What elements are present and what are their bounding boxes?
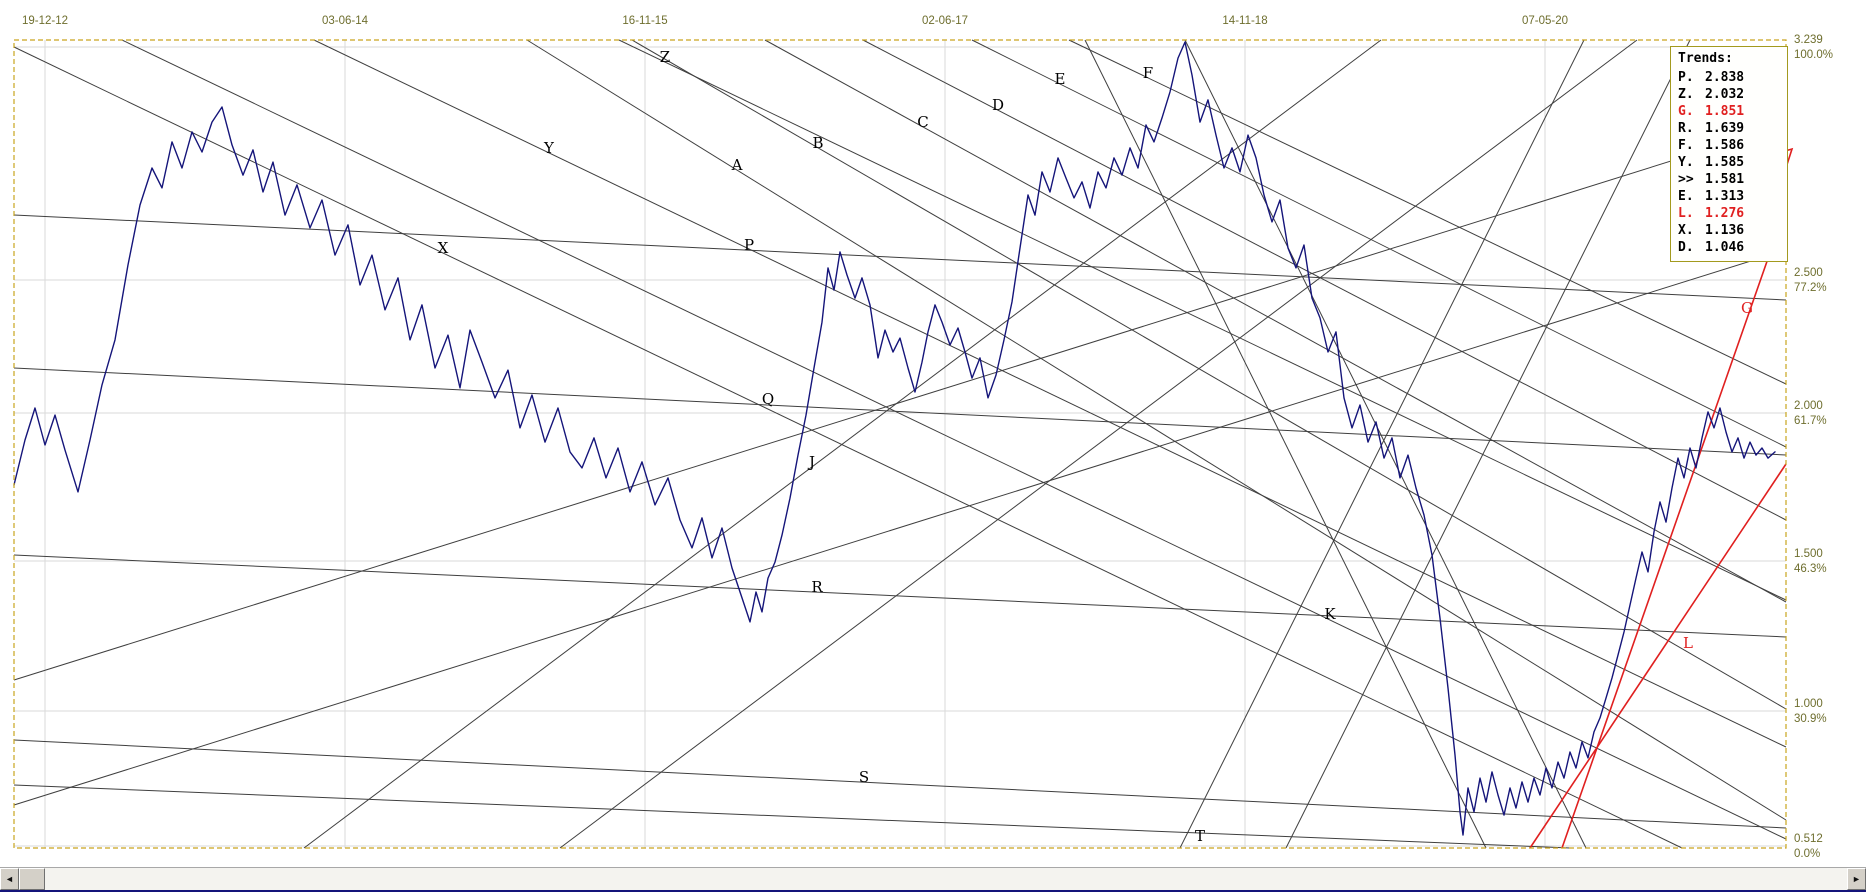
x-axis-label-2: 16-11-15 [622, 15, 667, 27]
trend-line-asc-4[interactable] [1285, 39, 1691, 849]
trend-line-C[interactable] [764, 39, 1787, 603]
price-series-line [13, 41, 1776, 836]
trend-label-Z: Z [660, 48, 670, 66]
legend-items: P. 2.838 Z. 2.032 G. 1.851 R. 1.639 F. 1.586 Y. 1.5… [1678, 69, 1787, 256]
legend-item-L: L. 1.276 [1678, 206, 1745, 221]
trend-label-K: K [1324, 605, 1336, 623]
legend-item-R: R. 1.639 [1678, 121, 1745, 136]
trend-line-K[interactable] [121, 39, 1787, 840]
y-axis-pct-0: 100.0% [1794, 49, 1833, 61]
legend-item-E: E. 1.313 [1678, 189, 1745, 204]
x-axis-label-0: 19-12-12 [22, 15, 68, 27]
trend-line-asc-2[interactable] [13, 249, 1787, 806]
trend-line-G[interactable] [1561, 206, 1787, 849]
trend-label-D: D [992, 96, 1004, 114]
trend-line-T[interactable] [13, 784, 1571, 849]
trend-label-S: S [859, 768, 869, 786]
y-axis-pct-2: 61.7% [1794, 415, 1827, 427]
trend-line-J[interactable] [303, 39, 1382, 849]
chart-canvas[interactable]: Z Y X A B C D E F P Q J R S T K G L 19-12-12 03-06-14 16-11-… [0, 0, 1866, 866]
trend-line-P[interactable] [13, 214, 1787, 301]
y-axis-price-5: 0.512 [1794, 833, 1823, 845]
x-axis-label-1: 03-06-14 [322, 15, 369, 27]
legend-item-Y: Y. 1.585 [1678, 155, 1745, 170]
trend-line-X[interactable] [13, 46, 1683, 849]
y-axis-price-3: 1.500 [1794, 548, 1823, 560]
scroll-right-button[interactable]: ► [1847, 868, 1866, 890]
legend-item-X: X. 1.136 [1678, 223, 1745, 238]
trend-line-A[interactable] [526, 39, 1787, 821]
horizontal-scrollbar[interactable]: ◄ ► [0, 867, 1866, 890]
trend-line-F[interactable] [1068, 39, 1787, 385]
y-axis-price-4: 1.000 [1794, 698, 1823, 710]
y-axis-pct-3: 46.3% [1794, 563, 1827, 575]
y-axis-pct-5: 0.0% [1794, 848, 1820, 860]
x-axis-label-5: 07-05-20 [1522, 15, 1568, 27]
trend-line-E[interactable] [971, 39, 1787, 448]
y-axis-price-2: 2.000 [1794, 400, 1823, 412]
window-bottom-edge [0, 890, 1866, 892]
legend-item-: >> 1.581 [1678, 172, 1745, 187]
trend-label-T: T [1195, 827, 1205, 845]
scroll-left-button[interactable]: ◄ [0, 868, 19, 890]
trend-line-asc-5[interactable] [1179, 39, 1585, 849]
trend-label-Q: Q [762, 390, 774, 408]
trend-label-A: A [731, 156, 743, 174]
trend-line-S[interactable] [13, 739, 1787, 829]
trend-line-D[interactable] [862, 39, 1787, 521]
chart-frame [13, 39, 1787, 849]
x-axis-label-3: 02-06-17 [922, 15, 968, 27]
trend-label-C: C [917, 113, 928, 131]
trend-label-G: G [1741, 299, 1753, 317]
trend-line-desc-2[interactable] [1184, 39, 1587, 849]
trend-line-desc-1[interactable] [1084, 39, 1487, 849]
scrollbar-thumb[interactable] [19, 868, 45, 890]
legend-item-D: D. 1.046 [1678, 240, 1745, 255]
scrollbar-track[interactable] [45, 868, 1847, 890]
trend-line-Z[interactable] [618, 39, 1787, 601]
trend-label-J: J [807, 453, 815, 471]
legend-item-F: F. 1.586 [1678, 138, 1745, 153]
trend-label-P: P [744, 236, 754, 254]
trend-label-E: E [1055, 70, 1066, 88]
trend-label-L: L [1683, 634, 1693, 652]
trend-label-X: X [438, 239, 449, 257]
trend-label-F: F [1143, 64, 1153, 82]
scroll-left-icon: ◄ [5, 873, 14, 884]
y-axis-price-1: 2.500 [1794, 267, 1823, 279]
trend-label-R: R [811, 578, 823, 596]
trend-line-asc-3[interactable] [13, 124, 1787, 681]
scroll-right-icon: ► [1852, 873, 1861, 884]
trend-line-R[interactable] [13, 554, 1787, 638]
legend-item-G: G. 1.851 [1678, 104, 1745, 119]
trend-line-Y[interactable] [313, 39, 1787, 748]
trend-line-Q[interactable] [13, 367, 1787, 456]
trend-line-L[interactable] [1529, 463, 1787, 849]
x-axis-label-4: 14-11-18 [1222, 15, 1267, 27]
y-axis-pct-1: 77.2% [1794, 282, 1827, 294]
legend-item-Z: Z. 2.032 [1678, 87, 1745, 102]
y-axis-price-0: 3.239 [1794, 34, 1823, 46]
trend-label-Y: Y [543, 139, 555, 157]
trend-line-B[interactable] [631, 39, 1787, 710]
legend-item-P: P. 2.838 [1678, 70, 1745, 85]
trend-line-asc-1[interactable] [559, 39, 1638, 849]
y-axis-pct-4: 30.9% [1794, 713, 1827, 725]
trend-label-B: B [812, 134, 823, 152]
trends-legend-panel[interactable]: Trends: P. 2.838 Z. 2.032 G. 1.851 R. 1.639 F. 1.… [1670, 46, 1788, 262]
legend-title: Trends: [1678, 51, 1733, 66]
